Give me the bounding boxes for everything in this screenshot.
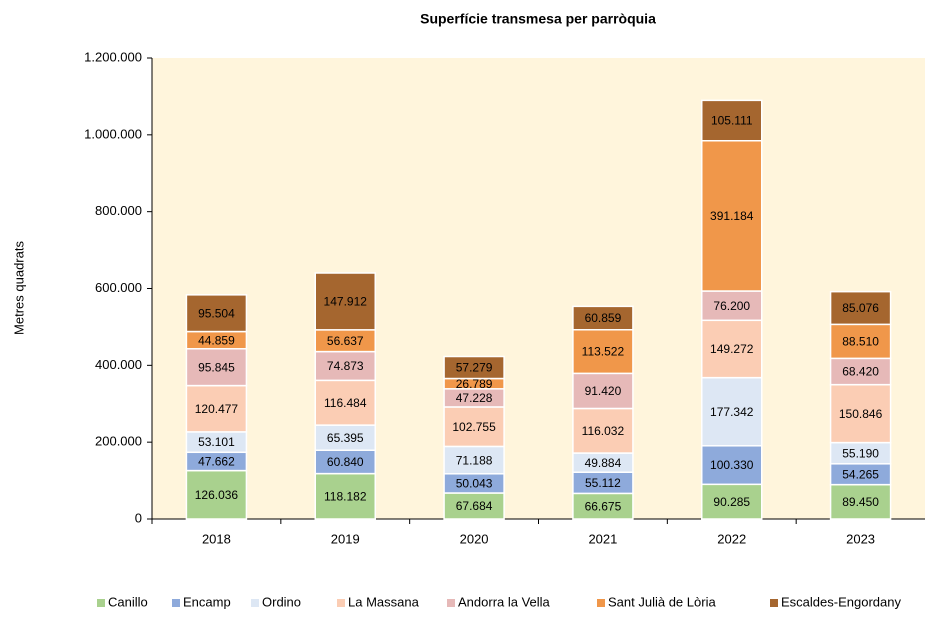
bar-segment [185,294,248,333]
plot-area [152,58,925,519]
data-label: 54.265 [842,467,879,481]
data-label: 60.859 [585,311,622,325]
data-label: 26.789 [456,377,493,391]
data-label: 47.228 [456,391,493,405]
legend-label: Andorra la Vella [458,594,551,609]
data-label: 100.330 [710,458,754,472]
bar-segment [829,290,892,326]
data-label: 74.873 [327,359,364,373]
bar-segment [829,483,892,520]
y-tick-label: 800.000 [95,203,142,218]
data-label: 116.484 [324,396,367,410]
data-label: 91.420 [585,384,622,398]
legend-label: Encamp [183,594,231,609]
bar-segment [572,328,634,375]
data-label: 71.188 [456,453,493,467]
data-label: 67.684 [456,499,493,513]
x-tick-label: 2018 [202,531,231,546]
data-label: 118.182 [324,489,367,503]
bar-segment [701,99,763,142]
data-label: 66.675 [585,499,622,513]
bar-segment [314,379,376,426]
bar-segment [701,376,763,447]
x-tick-label: 2020 [460,531,489,546]
y-tick-label: 600.000 [95,280,142,295]
bar-segment [443,355,505,380]
data-label: 102.755 [452,420,496,434]
data-label: 85.076 [842,301,879,315]
data-label: 56.637 [327,334,364,348]
data-label: 60.840 [327,455,364,469]
data-label: 149.272 [710,342,754,356]
bar-segment [829,357,892,386]
data-label: 65.395 [327,431,364,445]
chart-title: Superfície transmesa per parròquia [420,11,656,27]
y-tick-label: 200.000 [95,434,142,449]
y-axis-label: Metres quadrats [11,241,26,335]
data-label: 44.859 [198,333,235,347]
legend-label: Ordino [262,594,301,609]
bar-segment [701,445,763,486]
bar-segment [572,407,634,454]
data-label: 116.032 [582,424,625,438]
data-label: 113.522 [582,345,625,359]
data-label: 90.285 [713,495,750,509]
legend-marker [337,599,345,607]
data-label: 55.112 [585,476,621,490]
y-tick-label: 1.200.000 [84,49,142,64]
data-label: 76.200 [713,299,750,313]
legend-marker [597,599,605,607]
data-label: 68.420 [842,365,879,379]
bar-segment [185,348,248,387]
x-tick-label: 2019 [331,531,360,546]
legend-marker [770,599,778,607]
data-label: 95.845 [198,360,235,374]
data-label: 147.912 [324,295,368,309]
legend-label: La Massana [348,594,420,609]
legend-marker [447,599,455,607]
y-tick-label: 1.000.000 [84,126,142,141]
data-label: 120.477 [195,402,239,416]
bar-segment [314,272,376,331]
data-label: 55.190 [842,446,879,460]
legend-label: Escaldes-Engordany [781,594,901,609]
bar-segment [314,424,376,451]
data-label: 89.450 [842,495,879,509]
data-label: 105.111 [711,114,753,128]
legend-label: Canillo [108,594,148,609]
data-label: 95.504 [198,306,235,320]
x-tick-label: 2023 [846,531,875,546]
data-label: 177.342 [710,405,754,419]
y-tick-label: 400.000 [95,357,142,372]
data-label: 47.662 [198,455,235,469]
legend-marker [97,599,105,607]
data-label: 150.846 [839,407,883,421]
data-label: 391.184 [710,209,754,223]
bar-segment [829,323,892,360]
y-tick-label: 0 [135,510,142,525]
legend-marker [251,599,259,607]
data-label: 49.884 [585,456,622,470]
bar-segment [314,472,376,520]
data-label: 126.036 [195,488,239,502]
legend-marker [172,599,180,607]
data-label: 50.043 [456,477,493,491]
x-tick-label: 2021 [588,531,617,546]
bar-segment [701,319,763,379]
data-label: 53.101 [198,435,235,449]
data-label: 57.279 [456,361,493,375]
bar-segment [572,305,634,331]
bar-segment [314,350,376,382]
legend-label: Sant Julià de Lòria [608,594,716,609]
data-label: 88.510 [842,335,879,349]
bar-segment [443,406,505,448]
bar-segment [443,492,505,520]
x-tick-label: 2022 [717,531,746,546]
